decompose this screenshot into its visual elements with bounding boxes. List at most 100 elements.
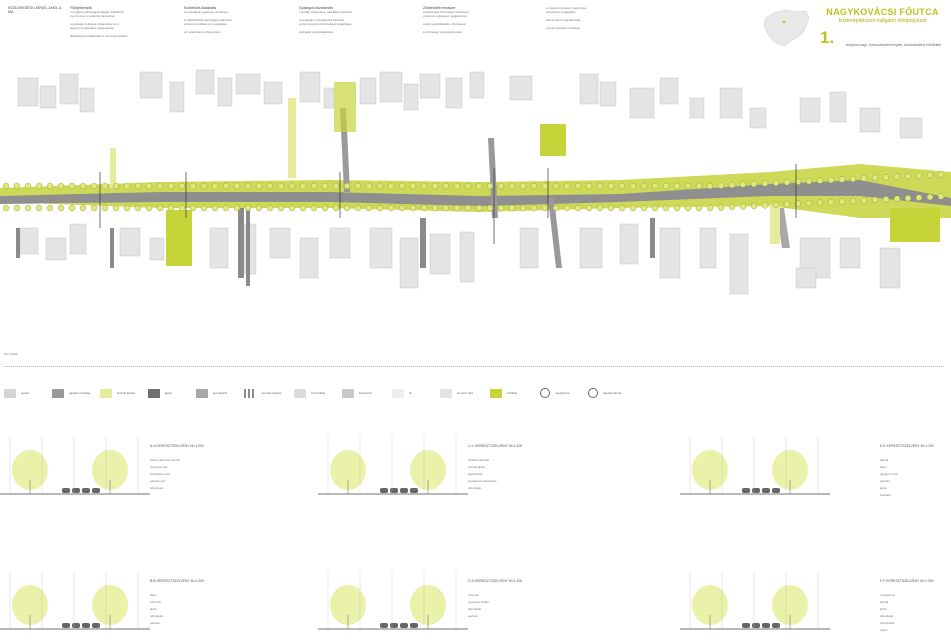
legend-swatch — [490, 388, 502, 398]
tree — [222, 204, 230, 212]
building — [579, 73, 599, 105]
building — [839, 237, 861, 269]
tree — [178, 204, 186, 212]
page-subtitle: közterépítészeti hallgatói ötletpályázat — [838, 18, 927, 24]
tree — [299, 204, 307, 212]
tree-canopy — [92, 450, 128, 490]
building — [659, 227, 681, 279]
legend-swatch — [294, 388, 306, 398]
legend-swatch — [196, 388, 208, 398]
building — [699, 227, 717, 269]
tree — [464, 182, 472, 190]
tree — [409, 204, 417, 212]
text-column-head: Zöldfelületi rendszer — [423, 6, 456, 10]
tree — [695, 182, 703, 190]
hungary-map-icon — [763, 9, 810, 47]
tree — [871, 174, 879, 181]
tree — [541, 182, 549, 190]
building — [403, 83, 419, 111]
legend-item: meglévő fa — [540, 387, 570, 399]
tree — [90, 204, 98, 212]
tree-canopy — [772, 450, 808, 490]
building — [139, 71, 163, 99]
tree — [937, 193, 945, 200]
tree — [739, 203, 747, 210]
vehicle — [762, 488, 770, 493]
tree — [574, 182, 582, 190]
tree — [343, 204, 351, 212]
text-line: a járdák szélesítése, akadálymentesítés — [299, 10, 353, 14]
tree — [365, 204, 373, 212]
building — [445, 77, 463, 109]
legend-item: murvás parkoló — [244, 387, 282, 399]
vehicle — [72, 488, 80, 493]
tree — [24, 204, 32, 212]
tree — [827, 198, 835, 206]
building — [749, 107, 767, 129]
text-line: ütemezhető megvalósítás — [546, 18, 581, 22]
tree — [332, 182, 340, 190]
section-note: parkoló sáv — [150, 479, 166, 483]
section-title: B-B KERESZTSZELVÉNY M=1:200 — [150, 579, 204, 583]
building — [329, 227, 351, 259]
section-note: zöld felület — [880, 621, 895, 625]
vehicle — [72, 623, 80, 628]
legend-label: murvás parkoló — [261, 391, 282, 395]
vehicle — [752, 488, 760, 493]
vehicle — [410, 623, 418, 628]
building — [17, 77, 39, 107]
building — [659, 77, 679, 105]
tree — [420, 182, 428, 190]
section-drawing — [0, 436, 150, 495]
section-note: parkoló — [150, 621, 160, 625]
tree — [618, 182, 626, 190]
tree — [35, 204, 43, 212]
vehicle — [82, 623, 90, 628]
tree — [706, 204, 714, 212]
tree — [101, 182, 109, 190]
tree — [167, 182, 175, 190]
tree — [607, 182, 615, 190]
tree — [255, 204, 263, 212]
street-road — [0, 180, 951, 206]
legend-swatch — [100, 388, 112, 398]
tree — [2, 182, 10, 190]
tree — [926, 193, 934, 201]
building — [149, 237, 165, 261]
tree — [189, 182, 197, 190]
building — [110, 228, 114, 268]
building — [299, 71, 321, 103]
legend-item: zöld felület — [294, 387, 325, 399]
tree — [387, 182, 395, 190]
text-line: a közterek megújítása — [546, 10, 576, 14]
vehicle — [772, 623, 780, 628]
legend-swatch — [52, 388, 64, 398]
green-plot — [288, 98, 296, 178]
legend-swatch — [440, 388, 452, 398]
section-note: gyalogos sáv — [150, 465, 168, 469]
section-title: D-D KERESZTSZELVÉNY M=1:200 — [468, 579, 523, 583]
tree-canopy — [410, 585, 446, 625]
tree — [288, 204, 296, 212]
building — [263, 81, 283, 105]
tree — [475, 204, 483, 212]
section-note: fasor — [880, 465, 887, 469]
tree — [750, 202, 758, 210]
green-plot — [166, 210, 192, 266]
text-line: nyomvonal, a parkolók rendezése — [70, 14, 115, 18]
tree — [46, 182, 54, 190]
tree-canopy — [330, 450, 366, 490]
text-line: a meglévő értékek megőrzése — [546, 6, 587, 10]
section-notes: fasor a kocsiút mentén gyalogos sáv kerékp… — [150, 458, 230, 493]
tree — [475, 182, 483, 190]
tree — [453, 204, 461, 212]
side-street — [548, 198, 562, 268]
tree — [706, 182, 714, 190]
tree — [112, 204, 120, 212]
section-note: fasor a kocsiút mentén — [150, 458, 181, 462]
tree — [673, 182, 681, 190]
tree — [662, 182, 670, 190]
cross-sections: A-A KERESZTSZELVÉNY M=1:200 fasor a kocsi… — [0, 430, 951, 638]
text-column-4: Gyalogos közlekedés a járdák szélesítése,… — [299, 6, 379, 34]
section-notes: fasor zöld sáv járda útburkolat parkoló — [150, 593, 230, 628]
